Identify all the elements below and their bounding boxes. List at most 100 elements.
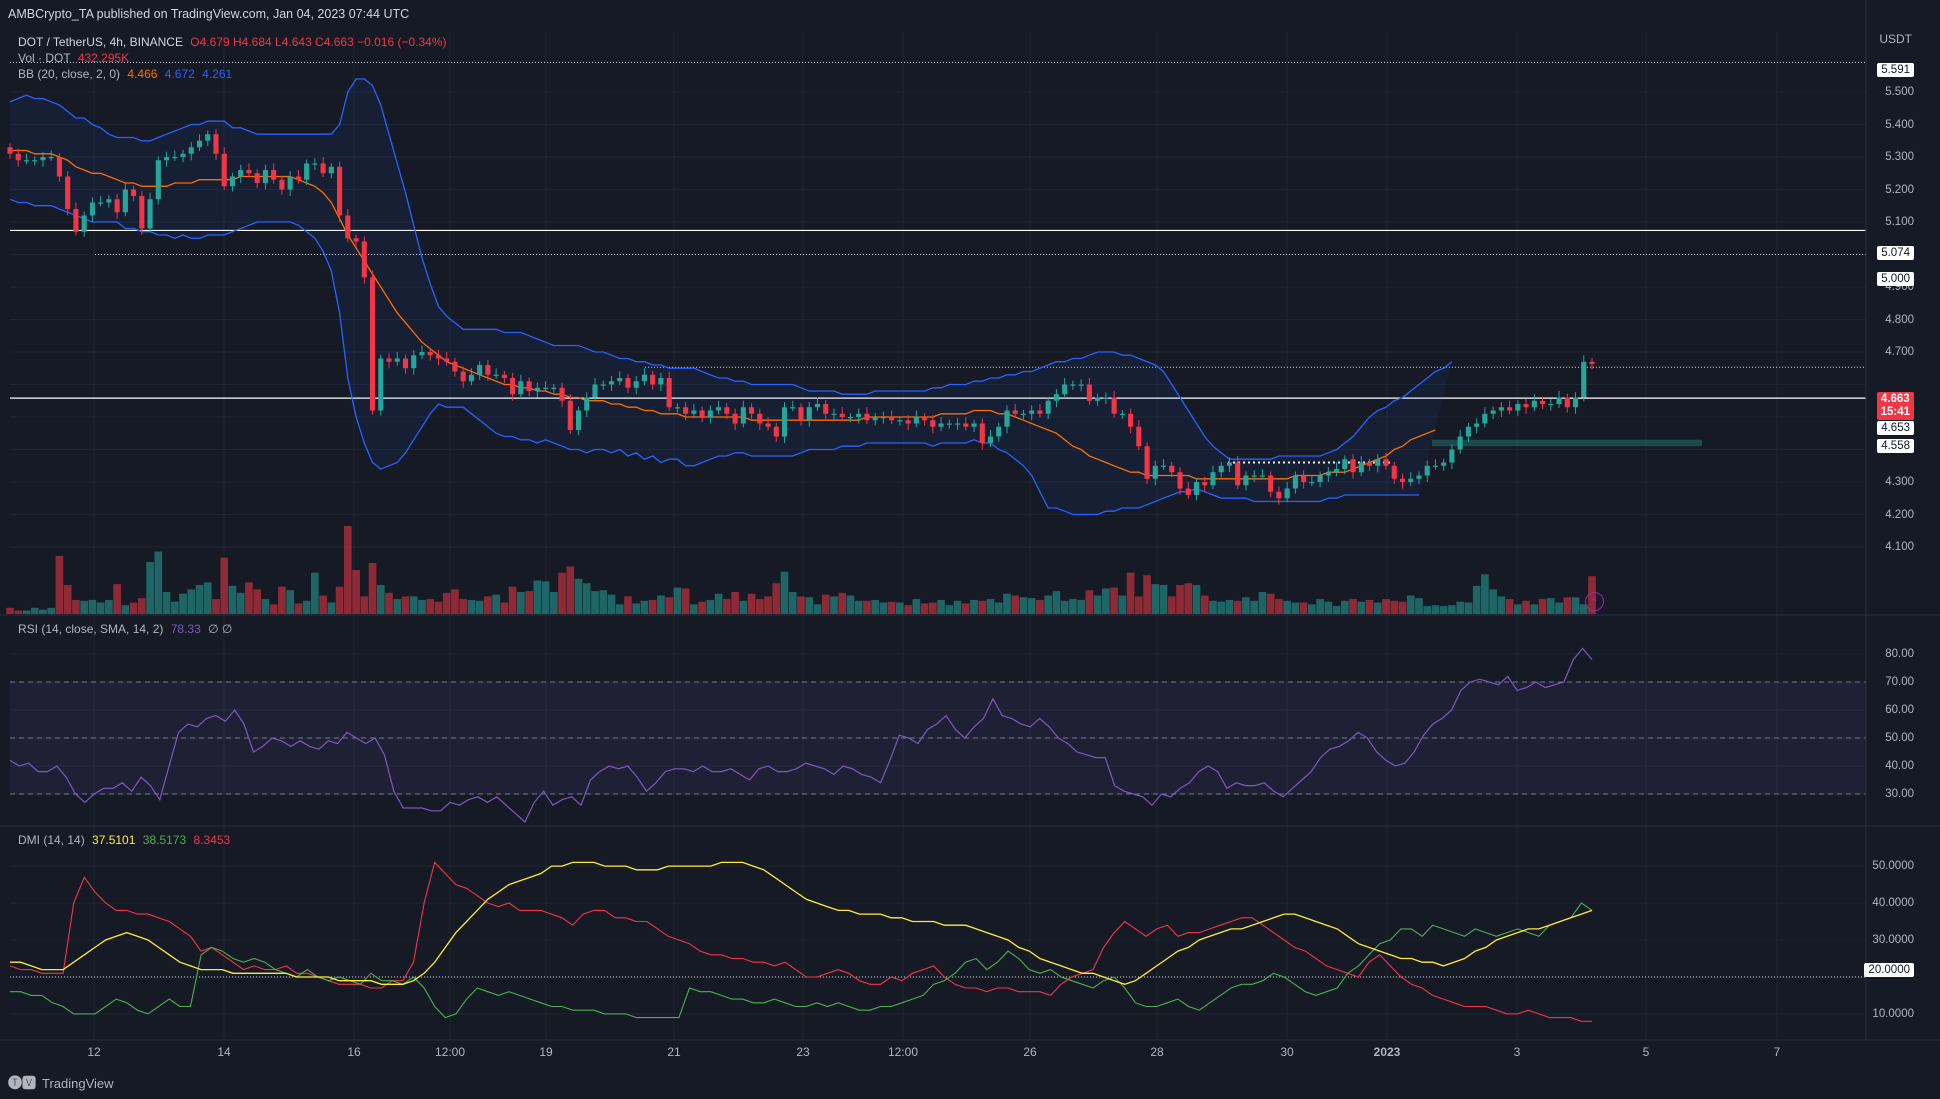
candle-body xyxy=(1070,384,1076,386)
candle-body xyxy=(1152,465,1158,479)
volume-bar xyxy=(113,584,121,614)
candle-body xyxy=(1243,475,1249,486)
candle-body xyxy=(889,417,895,421)
volume-bar xyxy=(541,581,550,614)
candle-body xyxy=(1317,475,1323,482)
dmi-tick: 40.0000 xyxy=(1872,897,1914,910)
candle-body xyxy=(1375,459,1381,466)
volume-bar xyxy=(1126,572,1135,614)
candle-body xyxy=(48,157,54,159)
candle-body xyxy=(139,196,145,229)
volume-legend[interactable]: Vol · DOT 432.295K xyxy=(18,51,129,65)
candle-body xyxy=(765,423,771,427)
candle-body xyxy=(238,170,244,177)
volume-bar xyxy=(467,599,476,614)
volume-bar xyxy=(558,572,566,614)
volume-bar xyxy=(294,603,303,614)
candle-body xyxy=(427,352,433,356)
volume-bar xyxy=(838,592,847,614)
volume-bar xyxy=(146,562,154,614)
candle-body xyxy=(633,381,639,388)
volume-bar xyxy=(863,600,871,614)
candle-body xyxy=(386,358,392,362)
volume-bar xyxy=(764,596,772,614)
candle-body xyxy=(1383,459,1389,466)
candle-body xyxy=(526,381,532,391)
lightning-icon[interactable]: ⚡ xyxy=(1585,592,1604,611)
candle-body xyxy=(254,173,260,183)
volume-bar xyxy=(1481,574,1489,614)
volume-bar xyxy=(517,592,525,614)
volume-bar xyxy=(220,557,229,614)
rsi-band-background xyxy=(10,681,1866,795)
currency-label[interactable]: USDT xyxy=(1879,32,1912,46)
volume-bar xyxy=(607,594,616,614)
volume-bar xyxy=(1052,591,1061,614)
candle-body xyxy=(196,140,203,148)
volume-bar xyxy=(14,610,23,614)
volume-bar xyxy=(533,580,542,614)
volume-bar xyxy=(1579,604,1588,614)
candle-body xyxy=(954,423,961,425)
candle-body xyxy=(1391,465,1397,479)
bb-legend[interactable]: BB (20, close, 2, 0) 4.466 4.672 4.261 xyxy=(18,67,232,81)
candle-body xyxy=(1259,475,1265,477)
candle-body xyxy=(73,209,79,232)
volume-bar xyxy=(937,599,945,614)
candle-body xyxy=(922,417,928,421)
volume-bar xyxy=(953,600,962,614)
candle-body xyxy=(7,147,13,154)
rsi-value: 78.33 xyxy=(170,622,201,636)
volume-bar xyxy=(731,592,739,614)
volume-bar xyxy=(335,586,344,614)
symbol-name[interactable]: DOT / TetherUS, 4h, BINANCE xyxy=(18,35,183,49)
candle-body xyxy=(15,153,21,161)
volume-bar xyxy=(1036,599,1044,614)
volume-bar xyxy=(896,602,904,614)
volume-bar xyxy=(360,596,369,614)
candle-body xyxy=(188,147,194,154)
candle-body xyxy=(40,157,46,161)
volume-bar xyxy=(714,593,723,614)
volume-bar xyxy=(904,605,912,614)
dmi-legend[interactable]: DMI (14, 14) 37.5101 38.5173 8.3453 xyxy=(18,833,230,847)
candle-body xyxy=(320,163,326,174)
volume-bar xyxy=(1143,575,1151,614)
candle-body xyxy=(89,202,95,216)
volume-bar xyxy=(434,601,443,614)
volume-bar xyxy=(401,596,410,614)
price-label-resistance-2: 5.000 xyxy=(1877,272,1914,286)
volume-bar xyxy=(1398,601,1407,614)
candle-body xyxy=(1284,488,1290,499)
volume-bar xyxy=(1209,600,1217,614)
volume-bar xyxy=(1266,593,1275,614)
rsi-legend[interactable]: RSI (14, close, SMA, 14, 2) 78.33 ∅ ∅ xyxy=(18,622,232,636)
candle-body xyxy=(584,397,590,411)
volume-bar xyxy=(105,599,113,614)
volume-bar xyxy=(426,599,435,614)
price-label-resistance-1: 5.074 xyxy=(1877,246,1914,260)
candle-body xyxy=(1540,400,1546,404)
volume-bar xyxy=(624,596,632,614)
tradingview-logo[interactable]: 🅣🆅 TradingView xyxy=(8,1073,114,1093)
candle-body xyxy=(1193,482,1200,495)
time-tick: 23 xyxy=(796,1045,810,1059)
candle-body xyxy=(98,202,104,204)
volume-bar xyxy=(591,591,599,614)
candle-body xyxy=(32,160,38,162)
price-tick: 4.300 xyxy=(1885,476,1914,488)
volume-bar xyxy=(1019,597,1028,614)
price-tick: 5.100 xyxy=(1885,216,1914,228)
volume-bar xyxy=(484,596,492,614)
volume-bar xyxy=(887,601,896,614)
candle-body xyxy=(361,241,367,278)
candle-body xyxy=(205,134,211,141)
candle-body xyxy=(1268,475,1274,492)
dmi-series xyxy=(9,861,1866,1022)
volume-bar xyxy=(698,601,706,614)
dmi-minus-line xyxy=(9,861,1592,1022)
volume-bar xyxy=(1489,589,1497,614)
candle-body xyxy=(1292,475,1298,489)
candle-body xyxy=(650,374,656,385)
